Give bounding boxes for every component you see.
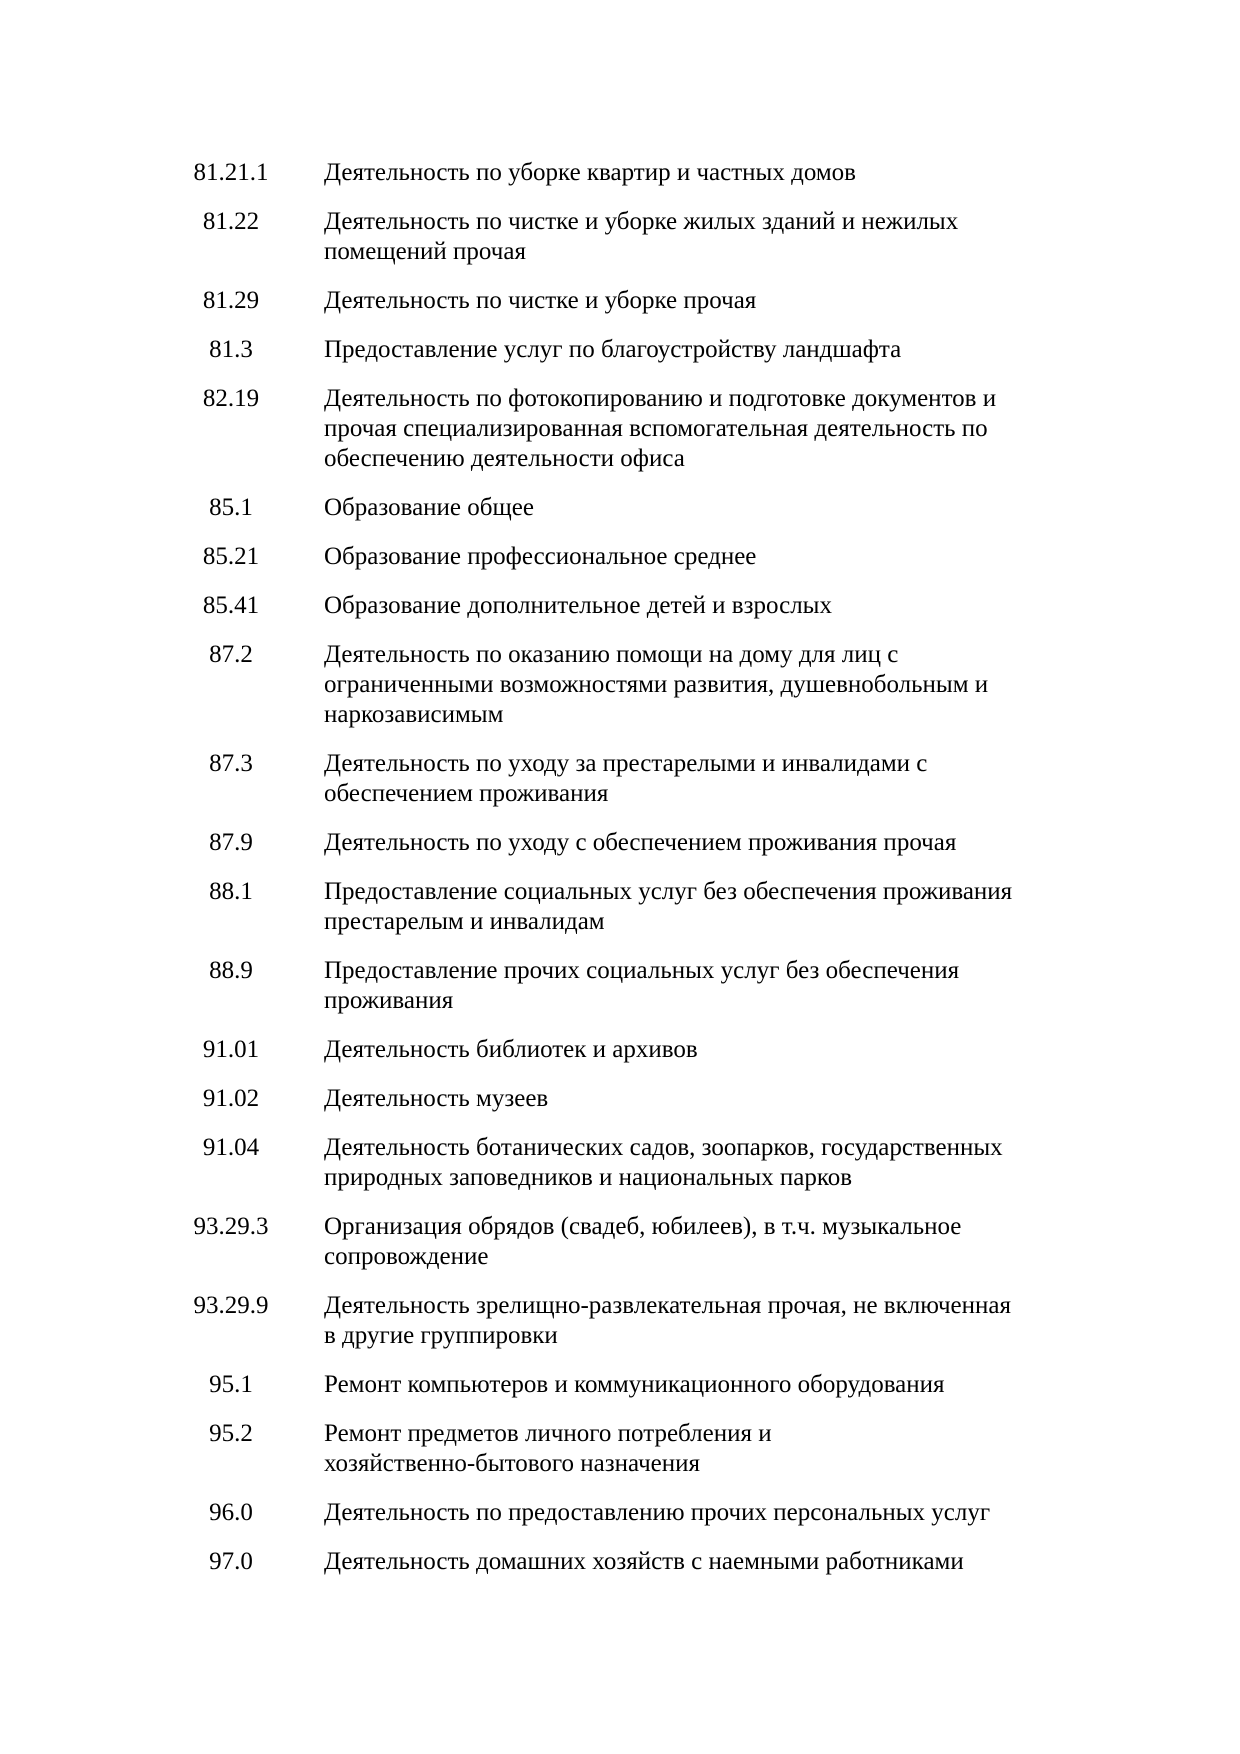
item-code: 87.9 [209,829,253,856]
list-item: 85.41 Образование дополнительное детей и… [138,591,1180,621]
item-code: 81.22 [202,208,260,235]
item-description: Деятельность по чистке и уборке прочая [324,287,757,314]
item-code: 85.1 [209,494,253,521]
item-code: 88.9 [209,957,253,984]
list-item: 81.3 Предоставление услуг по благоустрой… [138,335,1180,365]
item-description: Деятельность ботанических садов, зоопарк… [324,1134,1003,1191]
list-item: 97.0 Деятельность домашних хозяйств с на… [138,1547,1180,1577]
item-description: Предоставление прочих социальных услуг б… [324,957,960,1014]
item-description: Деятельность по уборке квартир и частных… [324,159,856,186]
item-code: 93.29.3 [193,1213,269,1240]
item-code: 91.01 [202,1036,260,1063]
item-code: 97.0 [209,1548,253,1575]
item-description: Деятельность по фотокопированию и подгот… [324,385,997,472]
item-code: 81.29 [202,287,260,314]
item-code: 95.2 [209,1420,253,1447]
item-description: Предоставление услуг по благоустройству … [324,336,902,363]
item-code: 96.0 [209,1499,253,1526]
list-item: 91.01 Деятельность библиотек и архивов [138,1035,1180,1065]
item-description: Деятельность по чистке и уборке жилых зд… [324,208,959,265]
item-description: Деятельность по предоставлению прочих пе… [324,1499,991,1526]
list-item: 81.22 Деятельность по чистке и уборке жи… [138,207,1180,267]
list-item: 95.2 Ремонт предметов личного потреблени… [138,1419,1180,1479]
item-code: 82.19 [202,385,260,412]
item-code: 91.04 [202,1134,260,1161]
list-item: 93.29.9 Деятельность зрелищно-развлекате… [138,1291,1180,1351]
item-code: 93.29.9 [193,1292,269,1319]
item-description: Деятельность библиотек и архивов [324,1036,698,1063]
list-item: 85.21 Образование профессиональное средн… [138,542,1180,572]
item-description: Ремонт предметов личного потребления и х… [324,1420,772,1477]
item-code: 88.1 [209,878,253,905]
item-description: Деятельность по оказанию помощи на дому … [324,641,989,728]
list-item: 81.21.1 Деятельность по уборке квартир и… [138,158,1180,188]
item-code: 87.2 [209,641,253,668]
item-description: Деятельность по уходу с обеспечением про… [324,829,957,856]
item-description: Ремонт компьютеров и коммуникационного о… [324,1371,945,1398]
list-item: 88.9 Предоставление прочих социальных ус… [138,956,1180,1016]
list-item: 96.0 Деятельность по предоставлению проч… [138,1498,1180,1528]
item-description: Деятельность музеев [324,1085,549,1112]
item-description: Деятельность зрелищно-развлекательная пр… [324,1292,1011,1349]
list-item: 82.19 Деятельность по фотокопированию и … [138,384,1180,474]
list-item: 91.04 Деятельность ботанических садов, з… [138,1133,1180,1193]
item-code: 81.21.1 [193,159,269,186]
item-code: 87.3 [209,750,253,777]
list-item: 85.1 Образование общее [138,493,1180,523]
item-code: 85.41 [202,592,260,619]
item-description: Деятельность по уходу за престарелыми и … [324,750,928,807]
list-item: 87.9 Деятельность по уходу с обеспечение… [138,828,1180,858]
item-code: 91.02 [202,1085,260,1112]
list-item: 87.3 Деятельность по уходу за престарелы… [138,749,1180,809]
list-item: 93.29.3 Организация обрядов (свадеб, юби… [138,1212,1180,1272]
activity-code-list: 81.21.1 Деятельность по уборке квартир и… [138,158,1180,1577]
item-description: Образование профессиональное среднее [324,543,757,570]
item-code: 95.1 [209,1371,253,1398]
item-description: Образование дополнительное детей и взрос… [324,592,832,619]
item-code: 85.21 [202,543,260,570]
item-description: Образование общее [324,494,534,521]
list-item: 81.29 Деятельность по чистке и уборке пр… [138,286,1180,316]
item-description: Предоставление социальных услуг без обес… [324,878,1013,935]
item-description: Организация обрядов (свадеб, юбилеев), в… [324,1213,962,1270]
list-item: 95.1 Ремонт компьютеров и коммуникационн… [138,1370,1180,1400]
item-code: 81.3 [209,336,253,363]
item-description: Деятельность домашних хозяйств с наемным… [324,1548,964,1575]
list-item: 88.1 Предоставление социальных услуг без… [138,877,1180,937]
list-item: 87.2 Деятельность по оказанию помощи на … [138,640,1180,730]
list-item: 91.02 Деятельность музеев [138,1084,1180,1114]
